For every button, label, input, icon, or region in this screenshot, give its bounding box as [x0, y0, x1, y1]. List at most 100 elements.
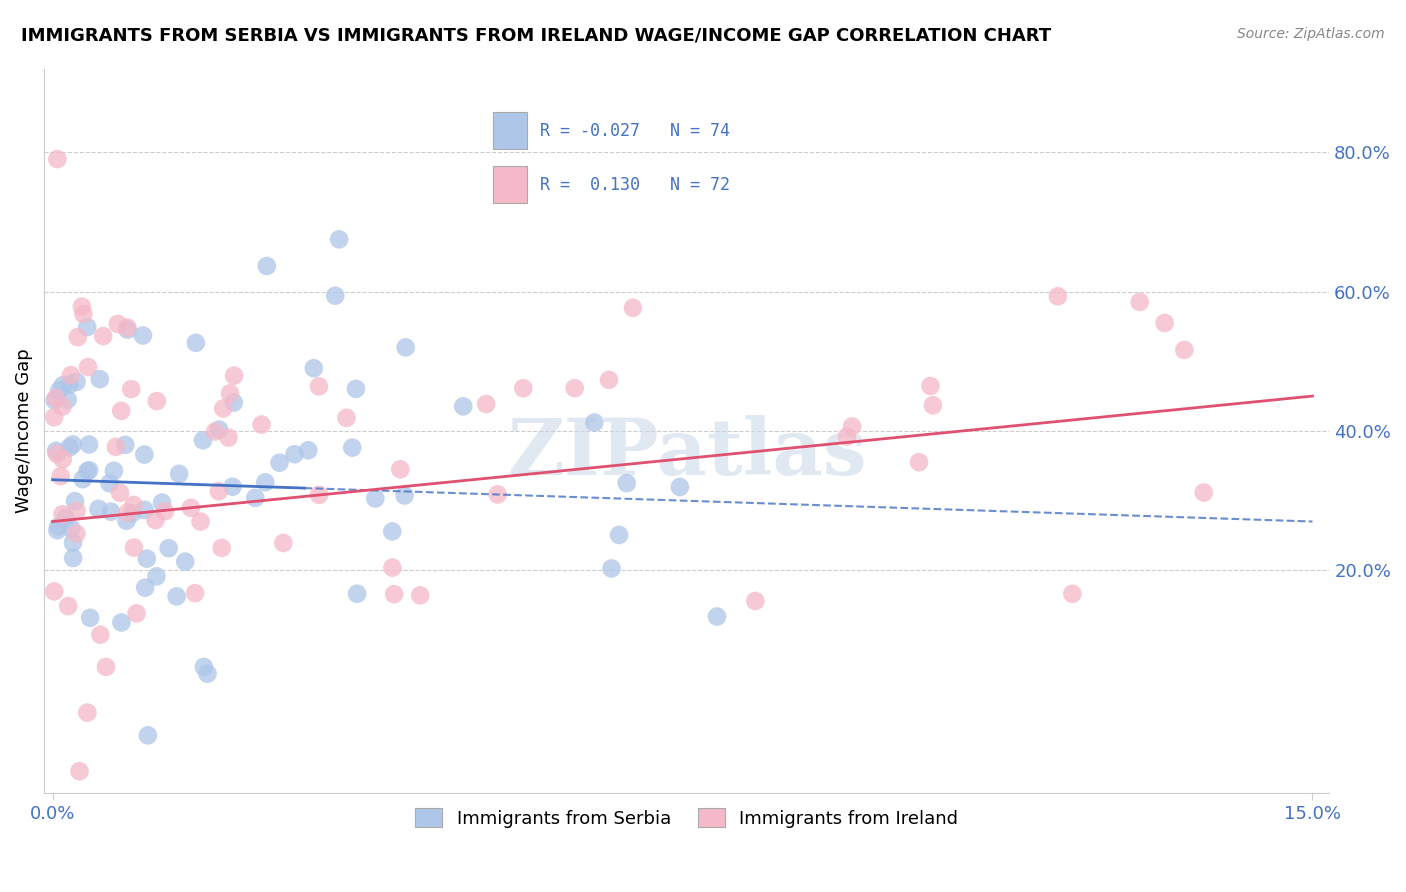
Point [308, 379, 330, 393]
Point [174, 555, 197, 569]
Point [110, 615, 132, 630]
Point [145, 513, 167, 527]
Point [79, 611, 101, 625]
Point [381, 560, 404, 574]
Point [395, 340, 418, 354]
Point [382, 587, 405, 601]
Point [381, 524, 404, 539]
Point [222, 395, 245, 409]
Point [166, 590, 188, 604]
Point [583, 416, 606, 430]
Point [344, 382, 367, 396]
Point [55, 511, 77, 525]
Text: ZIPatlas: ZIPatlas [508, 415, 866, 491]
Point [70, 300, 93, 314]
Point [122, 541, 145, 555]
Point [120, 382, 142, 396]
Point [117, 506, 139, 520]
Point [45, 447, 67, 461]
Point [922, 398, 945, 412]
Point [65, 504, 87, 518]
Point [48, 519, 70, 533]
Point [62, 437, 84, 451]
Point [125, 607, 148, 621]
Point [669, 480, 692, 494]
Point [1153, 316, 1175, 330]
Y-axis label: Wage/Income Gap: Wage/Income Gap [15, 349, 32, 513]
Point [62, 535, 84, 549]
Point [323, 288, 346, 302]
Point [600, 561, 623, 575]
Point [72, 472, 94, 486]
Point [254, 475, 277, 490]
Point [135, 551, 157, 566]
Point [45, 443, 67, 458]
Point [100, 505, 122, 519]
Point [89, 372, 111, 386]
Point [212, 401, 235, 416]
Point [453, 400, 475, 414]
Point [308, 488, 330, 502]
Point [65, 375, 87, 389]
Point [59, 441, 82, 455]
Text: IMMIGRANTS FROM SERBIA VS IMMIGRANTS FROM IRELAND WAGE/INCOME GAP CORRELATION CH: IMMIGRANTS FROM SERBIA VS IMMIGRANTS FRO… [21, 27, 1052, 45]
Text: Source: ZipAtlas.com: Source: ZipAtlas.com [1237, 27, 1385, 41]
Point [76, 706, 98, 720]
Point [190, 515, 212, 529]
Point [44, 393, 66, 408]
Point [1046, 289, 1069, 303]
Point [180, 500, 202, 515]
Point [835, 429, 858, 443]
Point [342, 441, 364, 455]
Point [63, 494, 86, 508]
Point [256, 259, 278, 273]
Point [114, 438, 136, 452]
Point [197, 666, 219, 681]
Point [121, 506, 143, 520]
Point [56, 599, 79, 613]
Point [221, 480, 243, 494]
Point [46, 152, 69, 166]
Legend: Immigrants from Serbia, Immigrants from Ireland: Immigrants from Serbia, Immigrants from … [408, 801, 966, 835]
Point [219, 386, 242, 401]
Point [245, 491, 267, 505]
Point [364, 491, 387, 506]
Point [51, 508, 73, 522]
Point [69, 764, 91, 779]
Point [107, 317, 129, 331]
Point [706, 609, 728, 624]
Point [44, 410, 66, 425]
Point [218, 430, 240, 444]
Point [134, 503, 156, 517]
Point [222, 368, 245, 383]
Point [616, 476, 638, 491]
Point [110, 404, 132, 418]
Point [607, 528, 630, 542]
Point [52, 452, 75, 467]
Point [841, 419, 863, 434]
Point [211, 541, 233, 555]
Point [65, 526, 87, 541]
Point [52, 378, 75, 392]
Point [328, 232, 350, 246]
Point [908, 455, 931, 469]
Point [48, 384, 70, 398]
Point [621, 301, 644, 315]
Point [191, 434, 214, 448]
Point [269, 456, 291, 470]
Point [103, 464, 125, 478]
Point [59, 368, 82, 383]
Point [486, 487, 509, 501]
Point [409, 588, 432, 602]
Point [1062, 587, 1084, 601]
Point [1192, 485, 1215, 500]
Point [564, 381, 586, 395]
Point [157, 541, 180, 556]
Point [134, 448, 156, 462]
Point [193, 660, 215, 674]
Point [167, 467, 190, 481]
Point [52, 400, 75, 414]
Point [153, 504, 176, 518]
Point [77, 437, 100, 451]
Point [744, 594, 766, 608]
